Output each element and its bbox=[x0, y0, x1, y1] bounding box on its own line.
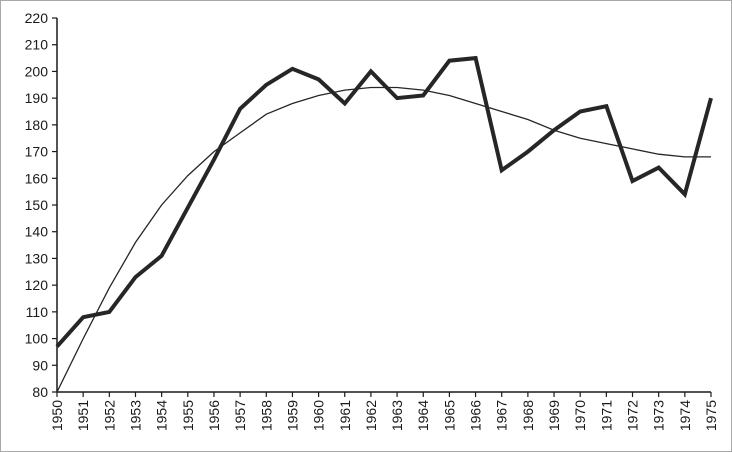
x-tick-label: 1952 bbox=[101, 400, 117, 431]
x-tick-label: 1954 bbox=[154, 400, 170, 431]
x-tick-label: 1970 bbox=[572, 400, 588, 431]
y-tick-label: 130 bbox=[25, 250, 49, 266]
x-tick-label: 1975 bbox=[703, 400, 719, 431]
y-tick-label: 80 bbox=[32, 384, 48, 400]
y-tick-label: 190 bbox=[25, 90, 49, 106]
series-line-trend bbox=[56, 86, 711, 393]
y-tick-label: 200 bbox=[25, 63, 49, 79]
x-tick-label: 1953 bbox=[127, 400, 143, 431]
x-tick-label: 1958 bbox=[258, 400, 274, 431]
x-tick-label: 1967 bbox=[494, 400, 510, 431]
y-tick-label: 150 bbox=[25, 197, 49, 213]
x-tick-label: 1965 bbox=[441, 400, 457, 431]
x-tick-label: 1963 bbox=[389, 400, 405, 431]
x-tick-label: 1955 bbox=[180, 400, 196, 431]
x-tick-label: 1956 bbox=[206, 400, 222, 431]
x-tick-label: 1971 bbox=[598, 400, 614, 431]
x-tick-label: 1950 bbox=[49, 400, 65, 431]
y-tick-label: 110 bbox=[26, 304, 49, 320]
y-tick-label: 90 bbox=[32, 357, 48, 373]
x-tick-label: 1974 bbox=[677, 400, 693, 431]
y-tick-label: 120 bbox=[25, 277, 49, 293]
y-tick-label: 220 bbox=[25, 10, 49, 26]
x-tick-label: 1964 bbox=[415, 400, 431, 431]
y-tick-label: 100 bbox=[25, 331, 49, 347]
y-tick-label: 180 bbox=[25, 117, 49, 133]
x-tick-label: 1951 bbox=[75, 400, 91, 431]
x-tick-label: 1962 bbox=[363, 400, 379, 431]
x-tick-label: 1966 bbox=[468, 400, 484, 431]
x-tick-label: 1959 bbox=[284, 400, 300, 431]
x-tick-label: 1961 bbox=[337, 400, 353, 431]
x-tick-label: 1969 bbox=[546, 400, 562, 431]
x-tick-label: 1972 bbox=[625, 400, 641, 431]
x-tick-label: 1957 bbox=[232, 400, 248, 431]
x-tick-label: 1973 bbox=[651, 400, 667, 431]
x-tick-label: 1960 bbox=[311, 400, 327, 431]
y-tick-label: 140 bbox=[25, 224, 49, 240]
y-tick-label: 170 bbox=[25, 144, 49, 160]
y-tick-label: 210 bbox=[25, 37, 49, 53]
y-tick-label: 160 bbox=[25, 170, 49, 186]
series-line-thick bbox=[55, 55, 713, 348]
x-tick-label: 1968 bbox=[520, 400, 536, 431]
